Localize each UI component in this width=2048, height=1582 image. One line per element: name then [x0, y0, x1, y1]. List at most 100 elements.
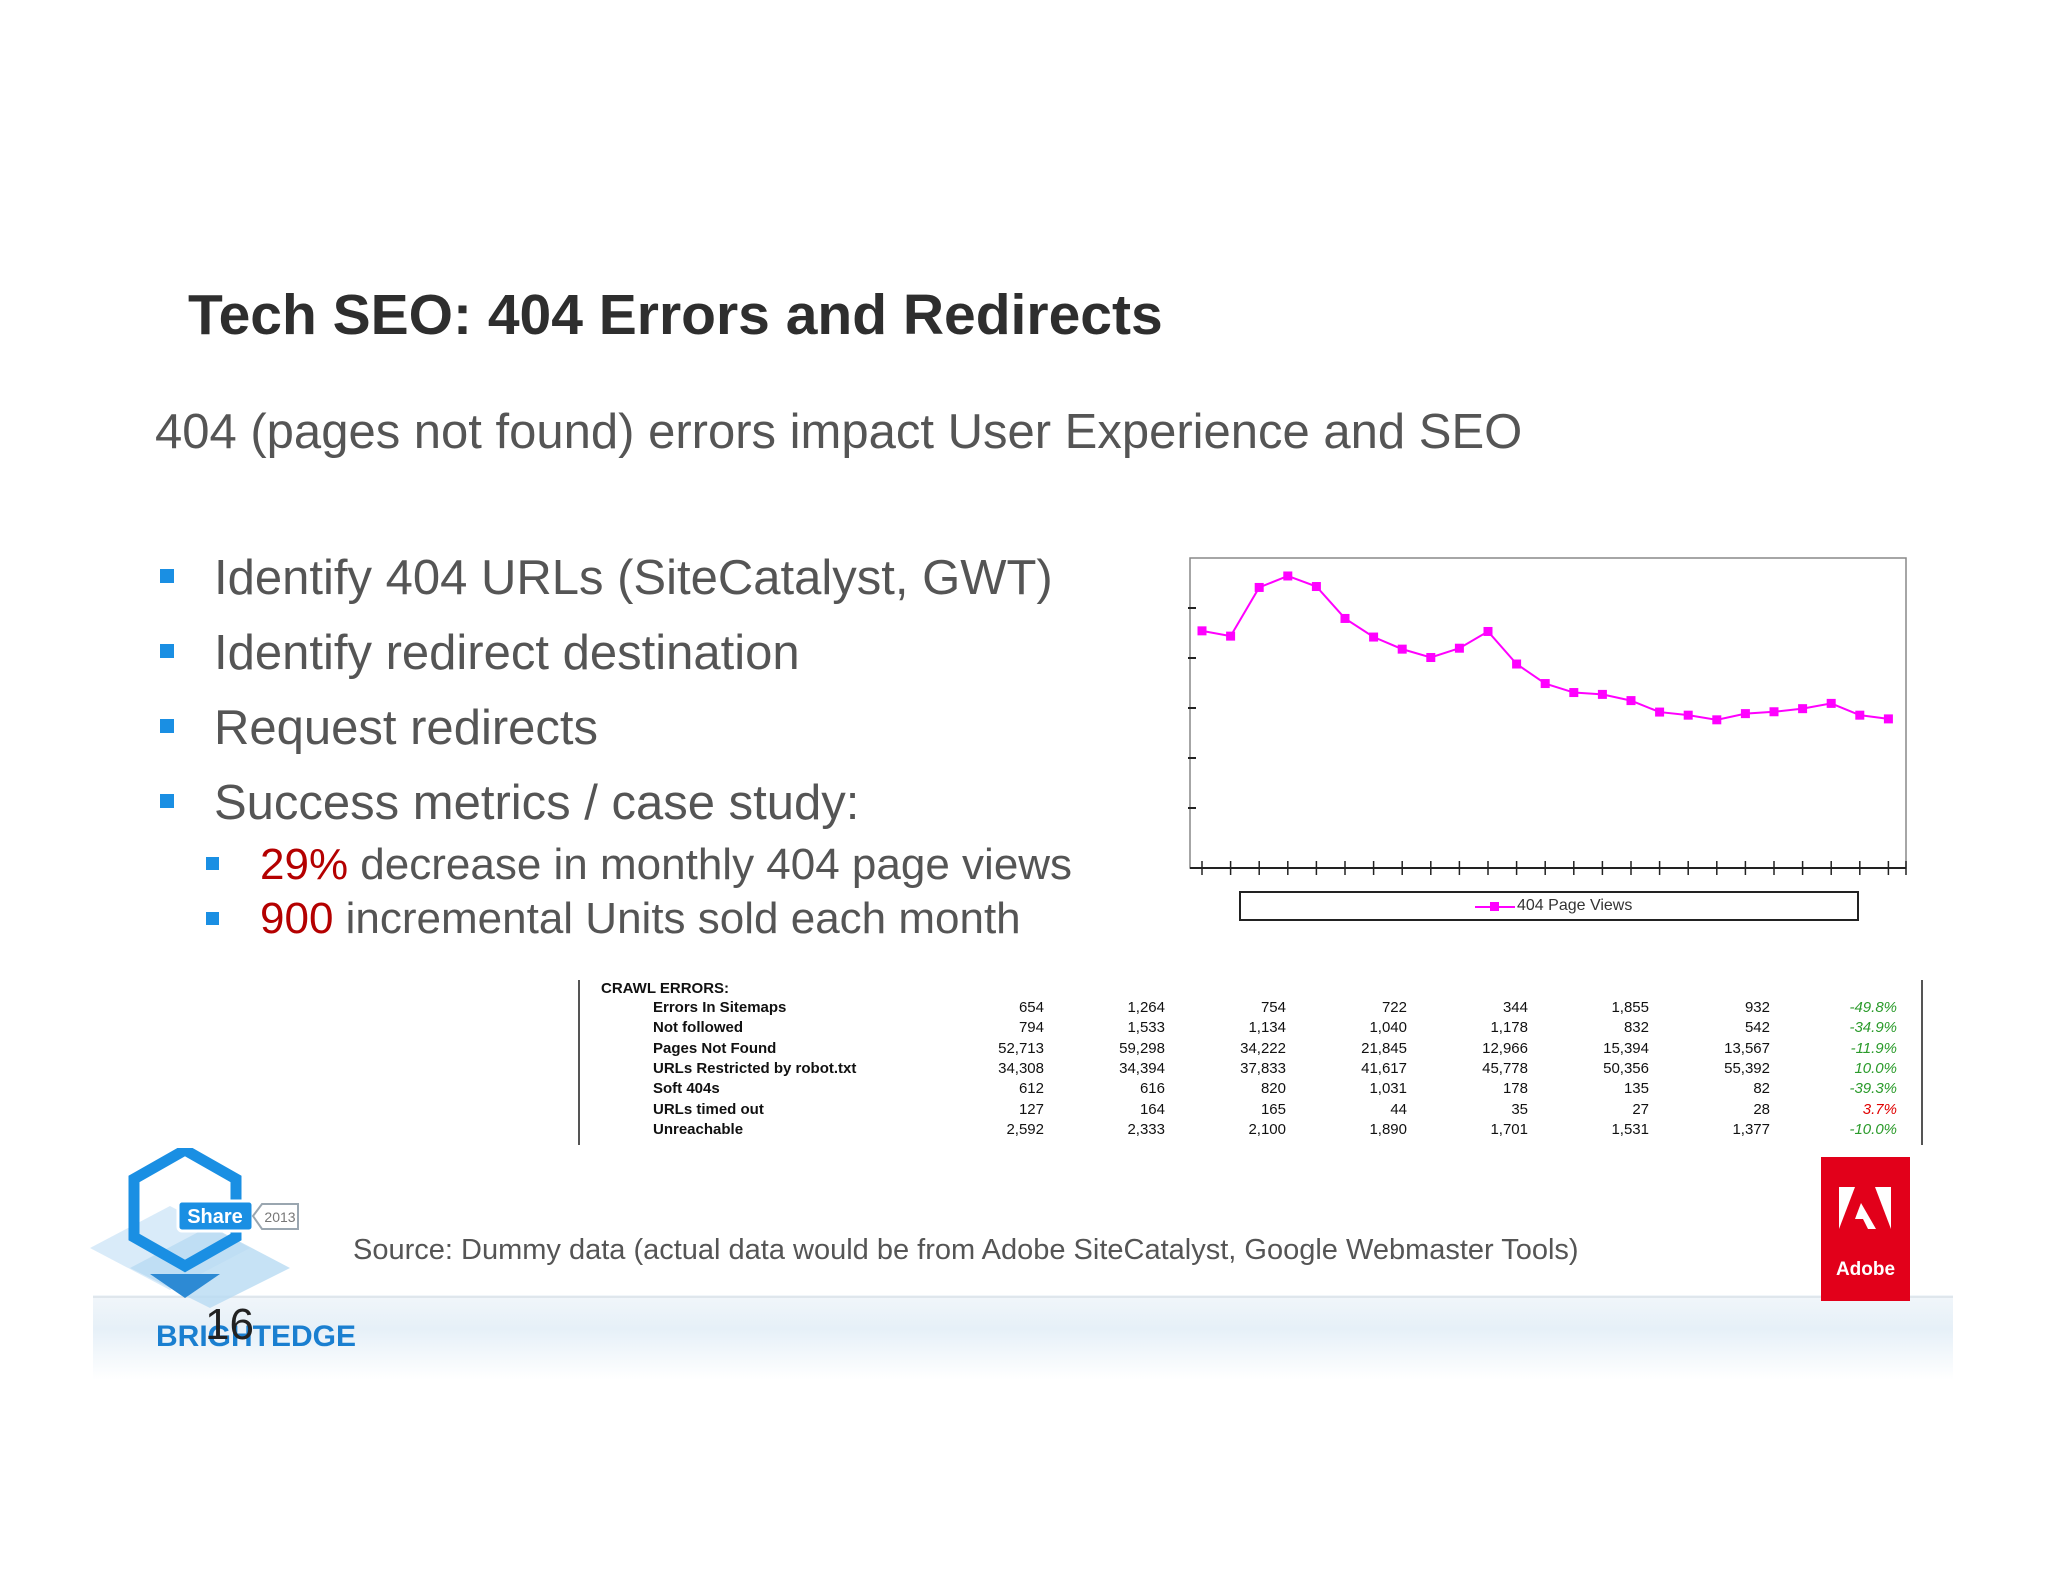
- data-point: [1883, 714, 1893, 724]
- row-value: 135: [1623, 1080, 1649, 1098]
- row-value: 164: [1139, 1100, 1165, 1118]
- row-label: Not followed: [653, 1019, 743, 1037]
- data-point: [1512, 659, 1522, 669]
- brightedge-logo: BRIGHTEDGE: [156, 1320, 357, 1353]
- row-value: 612: [1018, 1080, 1044, 1098]
- row-value: 1,855: [1611, 999, 1649, 1017]
- row-value: 820: [1260, 1080, 1286, 1098]
- share-label: Share: [187, 1206, 243, 1228]
- row-value: 13,567: [1724, 1039, 1770, 1057]
- row-value: 832: [1623, 1019, 1649, 1037]
- crawl-errors-table: CRAWL ERRORS: Errors In Sitemaps 654 1,264…: [578, 980, 1923, 1145]
- row-value: 52,713: [998, 1039, 1044, 1057]
- row-change: -34.9%: [1849, 1019, 1897, 1037]
- row-value: 82: [1753, 1080, 1770, 1098]
- series-line-404-page-views: [1201, 574, 1889, 721]
- table-row: URLs Restricted by robot.txt 34,308 34,394…: [653, 1059, 1897, 1079]
- line-chart-404-page-views: [1188, 557, 1907, 875]
- row-label: Errors In Sitemaps: [653, 999, 787, 1017]
- data-point: [1254, 582, 1264, 592]
- row-value: 1,178: [1490, 1019, 1528, 1037]
- row-value: 542: [1744, 1019, 1770, 1037]
- row-label: URLs timed out: [653, 1100, 764, 1118]
- row-value: 178: [1502, 1080, 1528, 1098]
- row-value: 2,592: [1006, 1120, 1044, 1138]
- data-point: [1569, 688, 1579, 698]
- adobe-wordmark: Adobe: [1835, 1259, 1896, 1280]
- sub-bullet-2: 900 incremental Units sold each month: [260, 894, 1021, 944]
- sub-bullet-text: decrease in monthly 404 page views: [348, 840, 1073, 889]
- bullet-marker: [160, 719, 174, 733]
- row-change: -10.0%: [1849, 1120, 1897, 1138]
- highlight-value: 900: [260, 894, 334, 943]
- table-row: Soft 404s 612 616 820 1,031 178 135 82 -39.3%: [653, 1079, 1897, 1099]
- row-value: 21,845: [1361, 1039, 1407, 1057]
- row-value: 1,040: [1369, 1019, 1407, 1037]
- data-point: [1597, 689, 1607, 699]
- row-value: 37,833: [1240, 1060, 1286, 1078]
- legend-label: 404 Page Views: [1517, 897, 1633, 914]
- row-value: 1,890: [1369, 1120, 1407, 1138]
- table-row: Not followed 794 1,533 1,134 1,040 1,178 832 54…: [653, 1018, 1897, 1038]
- row-value: 654: [1018, 999, 1044, 1017]
- bullet-marker: [160, 794, 174, 808]
- data-point: [1369, 632, 1379, 642]
- sub-bullet-1: 29% decrease in monthly 404 page views: [260, 840, 1072, 890]
- row-change: -11.9%: [1850, 1039, 1897, 1057]
- row-value: 34,222: [1240, 1039, 1286, 1057]
- data-point: [1655, 707, 1665, 717]
- source-note: Source: Dummy data (actual data would be…: [353, 1234, 1579, 1266]
- row-value: 12,966: [1482, 1039, 1528, 1057]
- row-value: 41,617: [1361, 1060, 1407, 1078]
- data-point: [1712, 715, 1722, 725]
- row-value: 15,394: [1603, 1039, 1649, 1057]
- row-change: 10.0%: [1854, 1060, 1897, 1078]
- slide-title: Tech SEO: 404 Errors and Redirects: [188, 283, 1163, 347]
- adobe-a-icon: [1839, 1187, 1891, 1229]
- row-value: 932: [1744, 999, 1770, 1017]
- data-point: [1740, 709, 1750, 719]
- row-value: 59,298: [1119, 1039, 1165, 1057]
- page-number: 16: [205, 1300, 254, 1349]
- row-value: 2,100: [1248, 1120, 1286, 1138]
- legend-marker: [1490, 902, 1499, 911]
- table-row: URLs timed out 127 164 165 44 35 27 28 3.7%: [653, 1099, 1897, 1119]
- row-change: -39.3%: [1849, 1080, 1897, 1098]
- data-point: [1197, 626, 1207, 636]
- crawl-errors-header: CRAWL ERRORS:: [601, 980, 730, 997]
- table-right-border: [1921, 980, 1923, 1145]
- row-value: 1,533: [1127, 1019, 1165, 1037]
- data-point: [1454, 643, 1464, 653]
- footer-band: [93, 1295, 1953, 1380]
- data-point: [1340, 613, 1350, 623]
- row-value: 754: [1260, 999, 1286, 1017]
- data-point: [1311, 582, 1321, 592]
- share-year: 2013: [264, 1209, 295, 1225]
- data-point: [1540, 679, 1550, 689]
- row-value: 44: [1390, 1100, 1407, 1118]
- adobe-logo: Adobe: [1821, 1157, 1910, 1301]
- bullet-3: Request redirects: [214, 701, 599, 755]
- share-2013-logo: Share 2013: [90, 1148, 299, 1308]
- table-row: Unreachable 2,592 2,333 2,100 1,890 1,701 1,53…: [653, 1120, 1897, 1140]
- row-value: 27: [1632, 1100, 1649, 1118]
- data-point: [1283, 571, 1293, 581]
- table-row: Errors In Sitemaps 654 1,264 754 722 344 1,855…: [653, 998, 1897, 1018]
- row-value: 127: [1018, 1100, 1044, 1118]
- data-point: [1426, 653, 1436, 663]
- row-value: 616: [1139, 1080, 1165, 1098]
- row-value: 344: [1502, 999, 1528, 1017]
- row-change: 3.7%: [1862, 1100, 1897, 1118]
- crawl-errors-rows: Errors In Sitemaps 654 1,264 754 722 344 1,855…: [653, 998, 1897, 1140]
- row-value: 165: [1260, 1100, 1286, 1118]
- data-point: [1397, 644, 1407, 654]
- row-value: 34,394: [1119, 1060, 1165, 1078]
- data-point: [1855, 710, 1865, 720]
- bullet-marker: [160, 569, 174, 583]
- table-row: Pages Not Found 52,713 59,298 34,222 21,845 1…: [653, 1039, 1897, 1059]
- row-value: 28: [1753, 1100, 1770, 1118]
- row-value: 1,701: [1490, 1120, 1528, 1138]
- slide-subtitle: 404 (pages not found) errors impact User…: [155, 405, 1523, 459]
- table-left-border: [578, 980, 580, 1145]
